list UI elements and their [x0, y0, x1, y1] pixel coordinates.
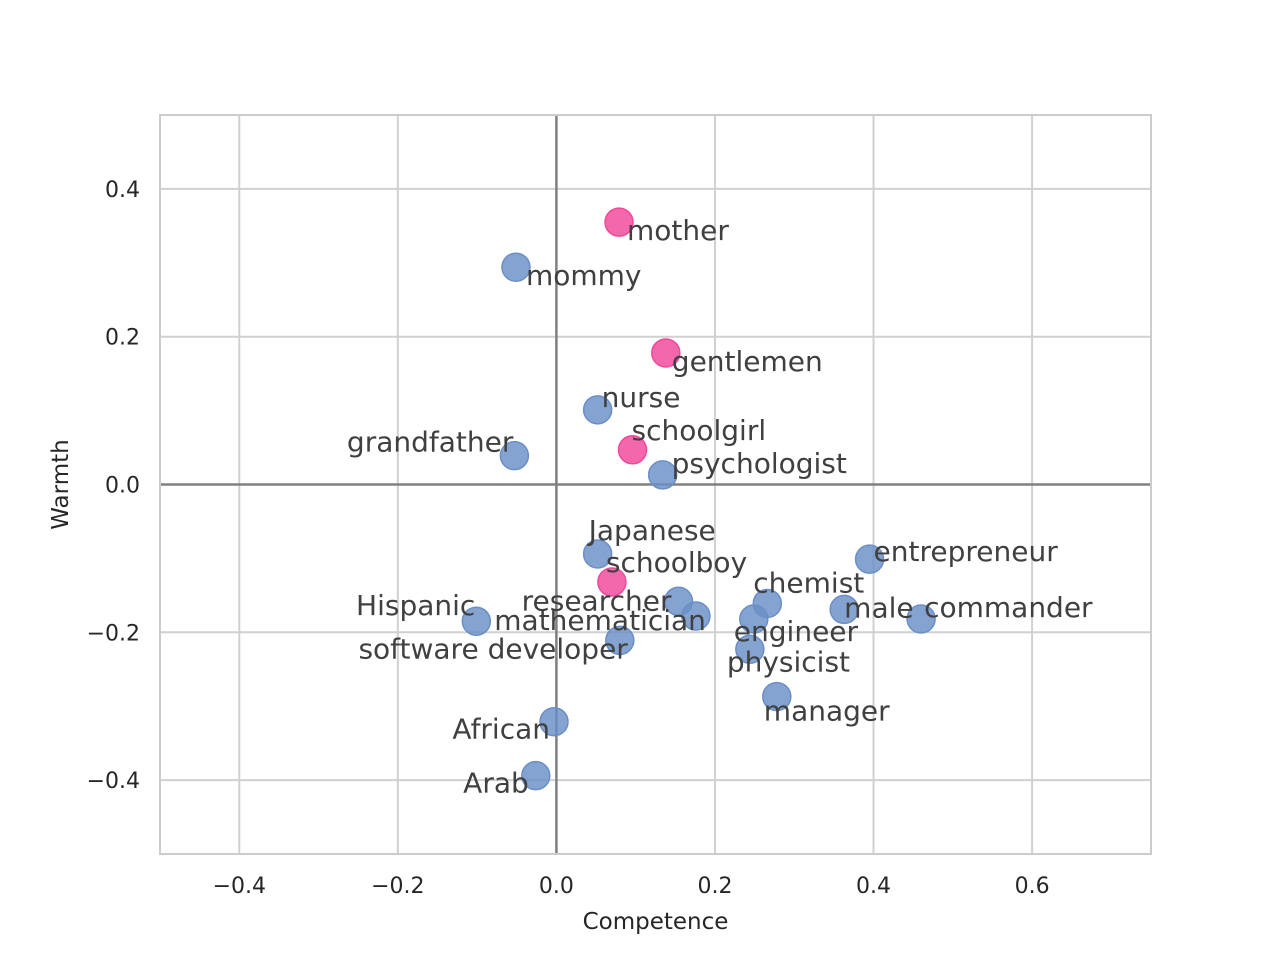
- point-label: Arab: [463, 767, 529, 800]
- scatter-point: [829, 594, 859, 625]
- scatter-point: [739, 604, 769, 634]
- scatter-point: [604, 207, 634, 237]
- point-label: physicist: [727, 645, 850, 678]
- y-tick-label: −0.4: [87, 769, 140, 794]
- scatter-point: [521, 760, 551, 791]
- point-label: commander: [924, 591, 1093, 624]
- point-label: male: [844, 591, 913, 624]
- x-tick-label: 0.0: [539, 874, 574, 899]
- point-label: gentlemen: [672, 345, 823, 378]
- point-label: psychologist: [672, 447, 847, 480]
- scatter-point: [499, 440, 530, 471]
- y-tick-label: −0.2: [87, 621, 140, 646]
- scatter-point: [762, 681, 792, 712]
- x-tick-labels: −0.4 −0.2 0.0 0.2 0.4 0.6: [213, 874, 1050, 899]
- point-label: entrepreneur: [874, 535, 1059, 568]
- plot-frame: [159, 114, 1152, 855]
- y-tick-label: 0.2: [105, 326, 140, 351]
- point-label: schoolboy: [606, 546, 747, 579]
- scatter-point: [617, 435, 648, 465]
- scatter-point: [461, 606, 492, 636]
- x-tick-label: 0.6: [1015, 874, 1050, 899]
- y-tick-labels: −0.4 −0.2 0.0 0.2 0.4: [87, 178, 140, 794]
- point-label: mommy: [526, 259, 642, 292]
- scatter-point: [906, 604, 936, 634]
- point-label: nurse: [602, 381, 681, 414]
- point-label: software developer: [358, 632, 628, 665]
- scatter-point: [582, 395, 613, 425]
- x-tick-label: 0.2: [697, 874, 732, 899]
- x-axis-title: Competence: [583, 909, 729, 935]
- scatter-point: [651, 338, 681, 368]
- point-label: Hispanic: [356, 589, 475, 622]
- y-tick-label: 0.0: [105, 474, 140, 499]
- scatter-point: [681, 601, 711, 631]
- scatter-point: [597, 567, 627, 597]
- y-axis-title: Warmth: [48, 439, 74, 529]
- point-label: engineer: [734, 615, 859, 648]
- scatter-point: [735, 634, 765, 665]
- scatter-point: [647, 460, 678, 490]
- point-label: manager: [764, 695, 890, 728]
- point-label: mathematician: [494, 604, 706, 637]
- scatter-point: [854, 544, 885, 574]
- y-tick-label: 0.4: [105, 178, 140, 203]
- data-points: [461, 207, 936, 791]
- scatter-point: [605, 625, 635, 656]
- scatter-point: [582, 539, 613, 569]
- scatter-point: [501, 252, 531, 282]
- scatter-point: [539, 706, 569, 737]
- x-tick-label: 0.4: [856, 874, 891, 899]
- point-label: grandfather: [347, 426, 514, 459]
- point-label: African: [452, 713, 550, 746]
- x-tick-label: −0.4: [213, 874, 266, 899]
- point-label: chemist: [753, 566, 864, 599]
- x-tick-label: −0.2: [371, 874, 424, 899]
- point-label: mother: [627, 214, 729, 247]
- point-label: Japanese: [587, 514, 716, 547]
- point-label: schoolgirl: [632, 414, 767, 447]
- point-label: researcher: [522, 584, 672, 617]
